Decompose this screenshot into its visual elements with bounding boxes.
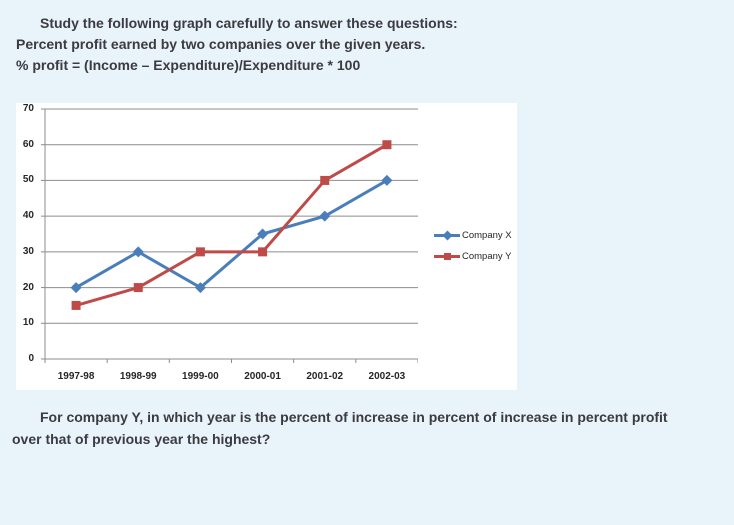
y-tick-label: 70 bbox=[22, 103, 34, 114]
x-tick-label: 2000-01 bbox=[244, 371, 281, 382]
legend-label: Company X bbox=[462, 230, 512, 241]
chart-plot-svg bbox=[41, 108, 418, 363]
question-line-1: For company Y, in which year is the perc… bbox=[40, 409, 668, 425]
question-line-2: over that of previous year the highest? bbox=[12, 431, 271, 447]
y-tick-label: 30 bbox=[22, 245, 34, 257]
data-point-diamond bbox=[257, 228, 269, 240]
data-point-square bbox=[133, 283, 143, 293]
x-tick-label: 2002-03 bbox=[368, 371, 406, 382]
data-point-square bbox=[320, 175, 330, 185]
question-text: For company Y, in which year is the perc… bbox=[12, 406, 722, 450]
data-point-diamond bbox=[194, 282, 206, 294]
x-tick-label: 1999-00 bbox=[182, 371, 219, 382]
legend-item-company-x: Company X bbox=[434, 229, 512, 242]
series-line-company-x bbox=[75, 179, 388, 290]
data-point-diamond bbox=[132, 246, 144, 258]
instructions-line-1: Study the following graph carefully to a… bbox=[40, 15, 458, 31]
x-tick-label: 2001-02 bbox=[306, 371, 344, 382]
data-point-square bbox=[195, 247, 205, 257]
legend-label: Company Y bbox=[462, 251, 512, 262]
data-point-diamond bbox=[70, 282, 82, 294]
profit-line-chart: 0 10 20 30 40 50 60 70 1997-98 1998-99 1999-00 200… bbox=[16, 103, 517, 390]
y-tick-label: 60 bbox=[22, 138, 34, 150]
legend-line-sample bbox=[434, 230, 460, 240]
data-point-diamond bbox=[381, 174, 393, 186]
y-tick-label: 0 bbox=[28, 353, 34, 364]
data-point-square bbox=[258, 247, 268, 257]
data-point-square bbox=[382, 140, 392, 150]
data-point-square bbox=[71, 300, 81, 310]
x-tick-label: 1998-99 bbox=[119, 371, 157, 382]
formula-line: % profit = (Income – Expenditure)/Expend… bbox=[16, 57, 361, 73]
legend-line-sample bbox=[434, 252, 460, 260]
instructions-line-2: Percent profit earned by two companies o… bbox=[16, 36, 426, 52]
x-tick-label: 1997-98 bbox=[57, 371, 95, 382]
y-tick-label: 10 bbox=[22, 317, 34, 329]
legend-square-marker-icon bbox=[443, 252, 451, 260]
series-line-company-y bbox=[75, 143, 388, 307]
legend-diamond-marker-icon bbox=[442, 230, 452, 240]
chart-legend: Company X Company Y bbox=[434, 229, 512, 263]
y-tick-label: 50 bbox=[22, 174, 34, 186]
data-point-diamond bbox=[319, 210, 331, 222]
y-tick-label: 20 bbox=[22, 281, 34, 293]
instructions-text: Study the following graph carefully to a… bbox=[16, 13, 716, 76]
y-tick-label: 40 bbox=[22, 210, 34, 222]
legend-item-company-y: Company Y bbox=[434, 250, 512, 263]
